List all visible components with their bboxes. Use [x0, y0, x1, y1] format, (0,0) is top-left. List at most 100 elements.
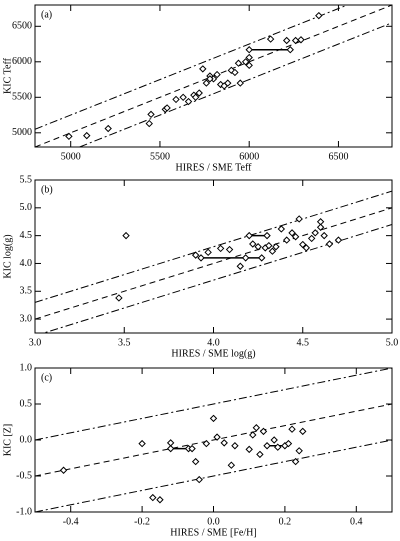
x-tick-label: 4.0	[207, 337, 220, 348]
data-point	[241, 58, 250, 66]
reference-line	[78, 22, 392, 147]
y-tick-label: 4.0	[20, 258, 33, 269]
data-point	[316, 223, 325, 231]
x-tick-label: -0.2	[134, 516, 150, 527]
data-point	[236, 262, 244, 270]
data-point	[227, 461, 236, 469]
data-point	[291, 233, 300, 241]
panel-label: (a)	[41, 9, 52, 20]
data-point	[307, 234, 316, 243]
reference-line	[35, 368, 392, 441]
reference-line	[35, 207, 392, 320]
reference-line	[35, 5, 349, 130]
data-point	[263, 442, 271, 450]
x-tick-label: 3.0	[29, 337, 42, 348]
data-point	[234, 59, 243, 67]
plot-area	[35, 368, 392, 512]
y-tick-label: 5.5	[20, 174, 33, 185]
data-point	[231, 68, 239, 77]
y-tick-label: 6500	[12, 21, 32, 32]
data-point	[282, 36, 291, 45]
data-point	[334, 236, 343, 244]
data-point	[65, 132, 73, 141]
data-point	[191, 457, 200, 466]
data-point	[236, 79, 244, 87]
data-point	[179, 93, 187, 102]
reference-line	[42, 224, 392, 333]
data-point	[245, 445, 253, 454]
x-axis-label: HIRES / SME Teff	[176, 162, 253, 173]
data-point	[245, 231, 253, 240]
data-point	[254, 243, 262, 251]
data-point	[138, 439, 146, 448]
data-point	[115, 294, 123, 302]
x-tick-label: 3.5	[118, 337, 131, 348]
data-point	[216, 244, 225, 253]
reference-line	[35, 439, 392, 512]
y-tick-label: 0.5	[20, 398, 33, 409]
y-tick-label: 6000	[12, 56, 32, 67]
y-tick-label: 0.0	[20, 434, 33, 445]
data-point	[252, 424, 261, 432]
y-tick-label: 1.0	[20, 362, 33, 373]
data-point	[202, 439, 211, 448]
panel-label: (c)	[41, 372, 52, 383]
reference-line	[35, 190, 392, 303]
data-point	[274, 443, 282, 451]
data-point	[256, 450, 264, 459]
x-axis-label: HIRES / SME [Fe/H]	[170, 527, 256, 538]
data-point	[266, 35, 275, 43]
data-point	[224, 79, 232, 87]
y-axis-label: KIC [Z]	[2, 424, 13, 457]
data-point	[263, 231, 271, 240]
data-point	[299, 240, 307, 249]
reference-line	[35, 403, 392, 477]
data-point	[220, 439, 228, 447]
data-point	[225, 245, 234, 254]
y-axis-label: KIC Teff	[2, 57, 13, 94]
y-tick-label: 5500	[12, 92, 32, 103]
x-tick-label: 6000	[239, 151, 259, 162]
x-axis-label: HIRES / SME log(g)	[171, 348, 255, 359]
axes-frame	[34, 4, 393, 148]
data-point	[149, 493, 157, 502]
data-point	[320, 231, 328, 240]
x-tick-label: 0.4	[350, 516, 363, 527]
data-point	[245, 61, 253, 70]
data-point	[163, 104, 171, 112]
data-point	[172, 95, 180, 104]
data-point	[122, 231, 130, 240]
data-point	[166, 439, 175, 447]
plot-area	[35, 190, 392, 333]
data-point	[195, 475, 203, 484]
x-tick-label: 5000	[61, 151, 81, 162]
x-tick-label: 5500	[150, 151, 170, 162]
data-point	[297, 36, 305, 44]
data-point	[59, 466, 68, 474]
data-point	[282, 236, 291, 244]
data-point	[286, 46, 294, 54]
data-point	[265, 241, 273, 250]
data-point	[277, 225, 286, 233]
x-tick-label: 0.0	[207, 516, 220, 527]
data-point	[249, 240, 257, 248]
y-tick-label: -1.0	[16, 506, 32, 517]
data-point	[272, 243, 280, 251]
data-point	[104, 124, 112, 133]
data-point	[195, 89, 203, 97]
data-point	[291, 457, 300, 466]
data-point	[288, 425, 296, 433]
panel-label: (b)	[41, 184, 53, 195]
y-tick-label: 3.0	[20, 313, 33, 324]
data-point	[191, 251, 200, 259]
x-tick-label: 6500	[328, 151, 348, 162]
data-point	[268, 247, 277, 255]
data-point	[191, 93, 200, 102]
x-tick-label: 5.0	[386, 337, 399, 348]
data-point	[270, 436, 278, 444]
data-point	[257, 254, 266, 262]
data-point	[325, 240, 334, 248]
data-point	[204, 248, 212, 257]
data-point	[147, 110, 155, 119]
